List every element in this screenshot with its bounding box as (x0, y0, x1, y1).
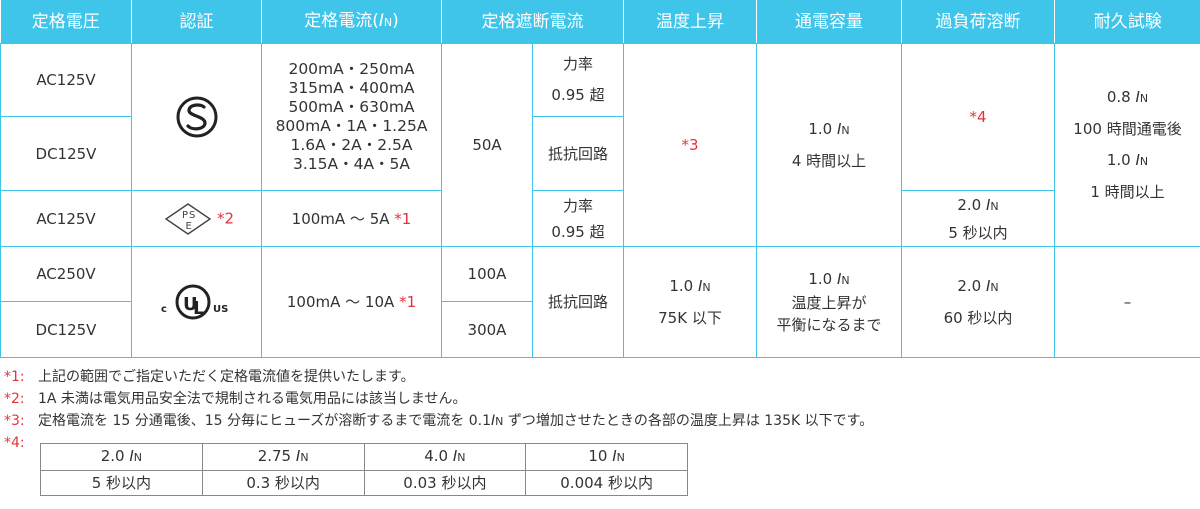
svg-text:E: E (185, 221, 191, 232)
note-ref-2: *2 (216, 209, 235, 227)
header-rated-voltage: 定格電圧 (0, 0, 132, 44)
table-row: 2.0 IN 2.75 IN 4.0 IN 10 IN (40, 443, 688, 471)
header-rated-current: 定格電流(IN) (261, 0, 442, 44)
svg-text:L: L (193, 298, 204, 319)
header-overload: 過負荷溶断 (901, 0, 1055, 44)
voltage-cell: AC125V (0, 43, 132, 117)
header-durability: 耐久試験 (1054, 0, 1200, 44)
table-row: DC125V 300A (0, 301, 1200, 358)
table-row: DC125V 抵抗回路 (0, 116, 1200, 191)
note-ref-1: *1 (394, 209, 412, 228)
power-factor-cell: 力率 0.95 超 (532, 43, 624, 117)
table-row: AC125V P S E *2 100mA ～ 5A *1 力率 0.95 超 … (0, 190, 1200, 247)
svg-text:US: US (213, 304, 228, 315)
cul-us-mark-icon: c U L US (161, 284, 228, 320)
header-row: 定格電圧 認証 定格電流(IN) 定格遮断電流 温度上昇 通電容量 過負荷溶断 … (0, 0, 1200, 44)
note-ref-4: *4 (969, 108, 987, 126)
pse-mark-icon: P S E (164, 202, 212, 235)
svg-text:P: P (182, 210, 188, 221)
header-certification: 認証 (131, 0, 262, 44)
svg-text:c: c (161, 304, 167, 315)
current-list-item: 800mA・1A・1.25A (275, 117, 428, 135)
ul-current-cell: 100mA ～ 10A *1 (261, 246, 442, 358)
header-current-capacity: 通電容量 (756, 0, 902, 44)
multiple-cell: 2.0 IN (40, 443, 203, 471)
breaking-ul-dc-cell: 300A (441, 301, 533, 358)
multiple-cell: 2.75 IN (201, 443, 365, 471)
voltage-cell: AC250V (0, 246, 132, 302)
ul-mark-cell: c U L US (131, 246, 262, 358)
footnote-4: *4: (4, 435, 25, 451)
time-cell: 0.004 秒以内 (525, 470, 688, 496)
pse-current-cell: 100mA ～ 5A *1 (261, 190, 442, 247)
breaking-main-cell: 50A (441, 43, 533, 247)
pse-mark-cell: P S E *2 (131, 190, 262, 247)
header-temperature-rise: 温度上昇 (623, 0, 757, 44)
voltage-cell: DC125V (0, 301, 132, 358)
capacity-ul-cell: 1.0 IN 温度上昇が 平衡になるまで (756, 246, 902, 358)
current-list-item: 200mA・250mA (288, 60, 415, 78)
current-list-cell: 200mA・250mA 315mA・400mA 500mA・630mA 800m… (261, 43, 442, 191)
voltage-cell: AC125V (0, 190, 132, 247)
time-cell: 0.3 秒以内 (201, 470, 365, 496)
multiple-cell: 4.0 IN (363, 443, 527, 471)
s-mark-icon (176, 96, 217, 138)
current-list-item: 3.15A・4A・5A (292, 155, 411, 173)
note-ref-1: *1 (399, 293, 417, 311)
resistive-cell: 抵抗回路 (532, 246, 624, 358)
note-ref-3: *3 (681, 136, 699, 154)
footnote-1: *1: 上記の範囲でご指定いただく定格電流値を提供いたします。 (4, 369, 415, 385)
current-list-item: 1.6A・2A・2.5A (290, 136, 413, 154)
overload-note-cell: *4 (901, 43, 1055, 191)
time-cell: 5 秒以内 (40, 470, 203, 496)
time-cell: 0.03 秒以内 (363, 470, 527, 496)
footnote-2: *2: 1A 未満は電気用品安全法で規制される電気用品には該当しません。 (4, 391, 467, 407)
footnote-3: *3: 定格電流を 15 分通電後、15 分毎にヒューズが溶断するまで電流を 0.… (4, 413, 874, 429)
overload-ul-cell: 2.0 IN 60 秒以内 (901, 246, 1055, 358)
multiple-cell: 10 IN (525, 443, 688, 471)
voltage-cell: DC125V (0, 116, 132, 191)
overload-pse-cell: 2.0 IN 5 秒以内 (901, 190, 1055, 247)
breaking-ul-ac-cell: 100A (441, 246, 533, 302)
durability-cell: 0.8 IN 100 時間通電後 1.0 IN 1 時間以上 (1054, 43, 1200, 247)
power-factor-cell: 力率 0.95 超 (532, 190, 624, 247)
resistive-cell: 抵抗回路 (532, 116, 624, 191)
header-breaking-capacity: 定格遮断電流 (441, 0, 624, 44)
current-list-item: 315mA・400mA (288, 79, 415, 97)
temp-rise-cell: *3 (623, 43, 757, 247)
s-mark-cell (131, 43, 262, 191)
temp-rise-ul-cell: 1.0 IN 75K 以下 (623, 246, 757, 358)
svg-text:U: U (183, 294, 198, 315)
capacity-cell: 1.0 IN 4 時間以上 (756, 43, 902, 247)
overload-sub-table: 2.0 IN 2.75 IN 4.0 IN 10 IN 5 秒以内 0.3 秒以… (40, 443, 688, 496)
spec-table: 定格電圧 認証 定格電流(IN) 定格遮断電流 温度上昇 通電容量 過負荷溶断 … (0, 0, 1200, 358)
table-row: AC125V 200mA・250mA 315mA・400mA 500mA・630… (0, 43, 1200, 247)
durability-ul-cell: – (1054, 246, 1200, 358)
footnotes: *1: 上記の範囲でご指定いただく定格電流値を提供いたします。 *2: 1A 未満は… (4, 366, 1194, 454)
table-row: AC250V c U L US 100mA ～ 10A *1 100A 抵抗回路… (0, 246, 1200, 358)
svg-text:S: S (189, 210, 195, 221)
table-row: 5 秒以内 0.3 秒以内 0.03 秒以内 0.004 秒以内 (40, 470, 688, 496)
current-list-item: 500mA・630mA (288, 98, 415, 116)
